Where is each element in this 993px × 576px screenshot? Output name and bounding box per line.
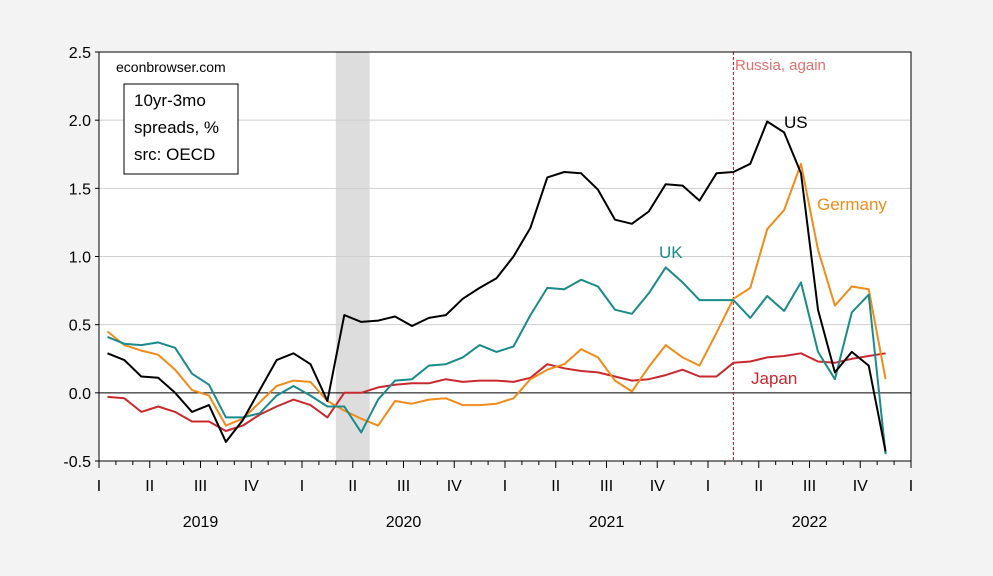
legend-box-line-1: 10yr-3mo xyxy=(134,91,206,110)
x-quarter-label: II xyxy=(348,478,357,495)
x-year-label: 2020 xyxy=(386,514,422,531)
source-annotation: econbrowser.com xyxy=(116,59,226,75)
y-tick-label: -0.5 xyxy=(63,454,91,471)
series-label-us: US xyxy=(784,113,808,132)
x-quarter-label: I xyxy=(97,478,101,495)
series-label-uk: UK xyxy=(659,243,683,262)
x-quarter-label: I xyxy=(300,478,304,495)
y-tick-label: 2.0 xyxy=(69,113,91,130)
y-tick-label: 0.0 xyxy=(69,386,91,403)
series-layer xyxy=(106,120,887,455)
y-tick-label: 0.5 xyxy=(69,318,91,335)
x-quarter-label: II xyxy=(145,478,154,495)
x-quarter-label: II xyxy=(551,478,560,495)
x-year-label: 2019 xyxy=(183,514,219,531)
x-quarter-label: I xyxy=(909,478,913,495)
x-quarter-label: IV xyxy=(650,478,665,495)
x-quarter-label: III xyxy=(194,478,207,495)
x-quarter-label: III xyxy=(803,478,816,495)
x-quarter-label: I xyxy=(503,478,507,495)
series-label-germany: Germany xyxy=(817,195,887,214)
series-line-germany xyxy=(106,162,887,427)
series-label-japan: Japan xyxy=(751,369,797,388)
x-quarter-label: IV xyxy=(244,478,259,495)
legend-box-line-2: spreads, % xyxy=(134,118,219,137)
y-tick-label: 1.0 xyxy=(69,250,91,267)
x-quarter-label: IV xyxy=(853,478,868,495)
legend-box-line-3: src: OECD xyxy=(134,145,215,164)
x-year-label: 2021 xyxy=(589,514,625,531)
x-quarter-label: III xyxy=(397,478,410,495)
y-tick-label: 2.5 xyxy=(69,45,91,62)
legend-box xyxy=(123,83,239,175)
y-tick-label: 1.5 xyxy=(69,181,91,198)
x-quarter-label: I xyxy=(706,478,710,495)
event-line-label: Russia, again xyxy=(735,57,826,74)
x-quarter-label: II xyxy=(754,478,763,495)
x-year-label: 2022 xyxy=(792,514,828,531)
series-line-uk xyxy=(107,266,887,455)
y-axis: -0.5 0.0 0.5 1.0 1.5 2.0 2.5 xyxy=(63,45,99,471)
x-quarter-label: IV xyxy=(447,478,462,495)
series-line-us xyxy=(107,120,887,452)
x-quarter-label: III xyxy=(600,478,613,495)
